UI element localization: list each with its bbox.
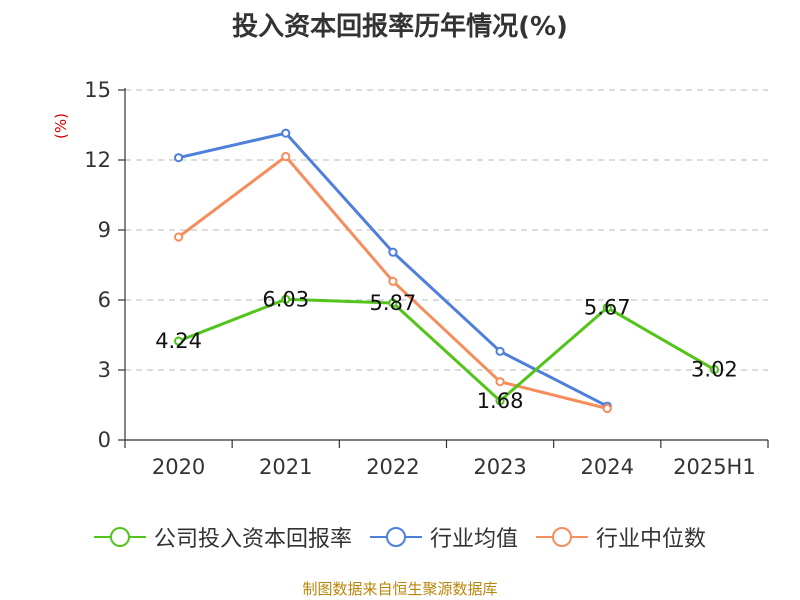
- data-point[interactable]: [173, 232, 184, 242]
- data-point[interactable]: [281, 294, 291, 304]
- legend-item-company[interactable]: 公司投入资本回报率: [93, 521, 352, 553]
- source-note: 制图数据来自恒生聚源数据库: [302, 580, 498, 598]
- data-point[interactable]: [388, 276, 398, 286]
- legend: 公司投入资本回报率 行业均值 行业中位数: [0, 520, 800, 554]
- data-point[interactable]: [281, 128, 291, 138]
- y-tick-label: 0: [98, 428, 111, 452]
- data-point[interactable]: [709, 364, 720, 375]
- legend-line-marker-icon: [93, 527, 146, 547]
- data-point[interactable]: [495, 377, 505, 387]
- legend-line-marker-icon: [536, 527, 588, 547]
- legend-label: 行业中位数: [596, 527, 707, 552]
- chart-title: 投入资本回报率历年情况(%): [232, 12, 568, 42]
- data-point[interactable]: [388, 247, 398, 257]
- data-label: 5.87: [370, 291, 417, 315]
- y-tick-label: 12: [84, 148, 111, 172]
- x-tick-label: 2024: [581, 455, 634, 479]
- y-axis-unit-label: (%): [52, 113, 70, 139]
- legend-item-industry-median[interactable]: 行业中位数: [536, 521, 706, 553]
- grid-layer: [125, 89, 768, 371]
- data-point[interactable]: [495, 396, 505, 406]
- series-line: [178, 297, 716, 403]
- data-label: 6.03: [262, 287, 309, 311]
- data-point[interactable]: [602, 403, 612, 414]
- x-tick-label: 2020: [152, 455, 205, 479]
- x-tick-label: 2025H1: [673, 455, 756, 479]
- axis-layer: 0 3 6 9 12 15 2020 2021 2022 2023 2024 2025H1: [84, 78, 769, 479]
- data-point[interactable]: [173, 336, 184, 346]
- data-label: 1.68: [477, 389, 524, 413]
- x-tick-label: 2021: [259, 455, 312, 479]
- y-tick-label: 6: [98, 288, 111, 312]
- data-point[interactable]: [602, 303, 612, 313]
- x-tick-label: 2023: [473, 455, 526, 479]
- series-layer: [173, 128, 720, 414]
- y-tick-label: 9: [98, 218, 111, 242]
- data-label-layer: 4.24 6.03 5.87 1.68 5.67 3.02: [155, 287, 738, 413]
- data-point[interactable]: [173, 153, 184, 163]
- data-point[interactable]: [495, 346, 505, 356]
- y-tick-label: 15: [84, 78, 111, 102]
- legend-label: 行业均值: [429, 527, 518, 552]
- data-point[interactable]: [281, 151, 291, 162]
- legend-line-marker-icon: [369, 527, 422, 547]
- x-tick-label: 2022: [366, 455, 419, 479]
- data-label: 3.02: [691, 358, 738, 382]
- legend-label: 公司投入资本回报率: [153, 527, 352, 552]
- data-label: 4.24: [155, 329, 202, 353]
- data-label: 5.67: [584, 296, 631, 320]
- legend-item-industry-mean[interactable]: 行业均值: [369, 521, 518, 553]
- data-point[interactable]: [388, 298, 398, 308]
- y-tick-label: 3: [98, 358, 111, 382]
